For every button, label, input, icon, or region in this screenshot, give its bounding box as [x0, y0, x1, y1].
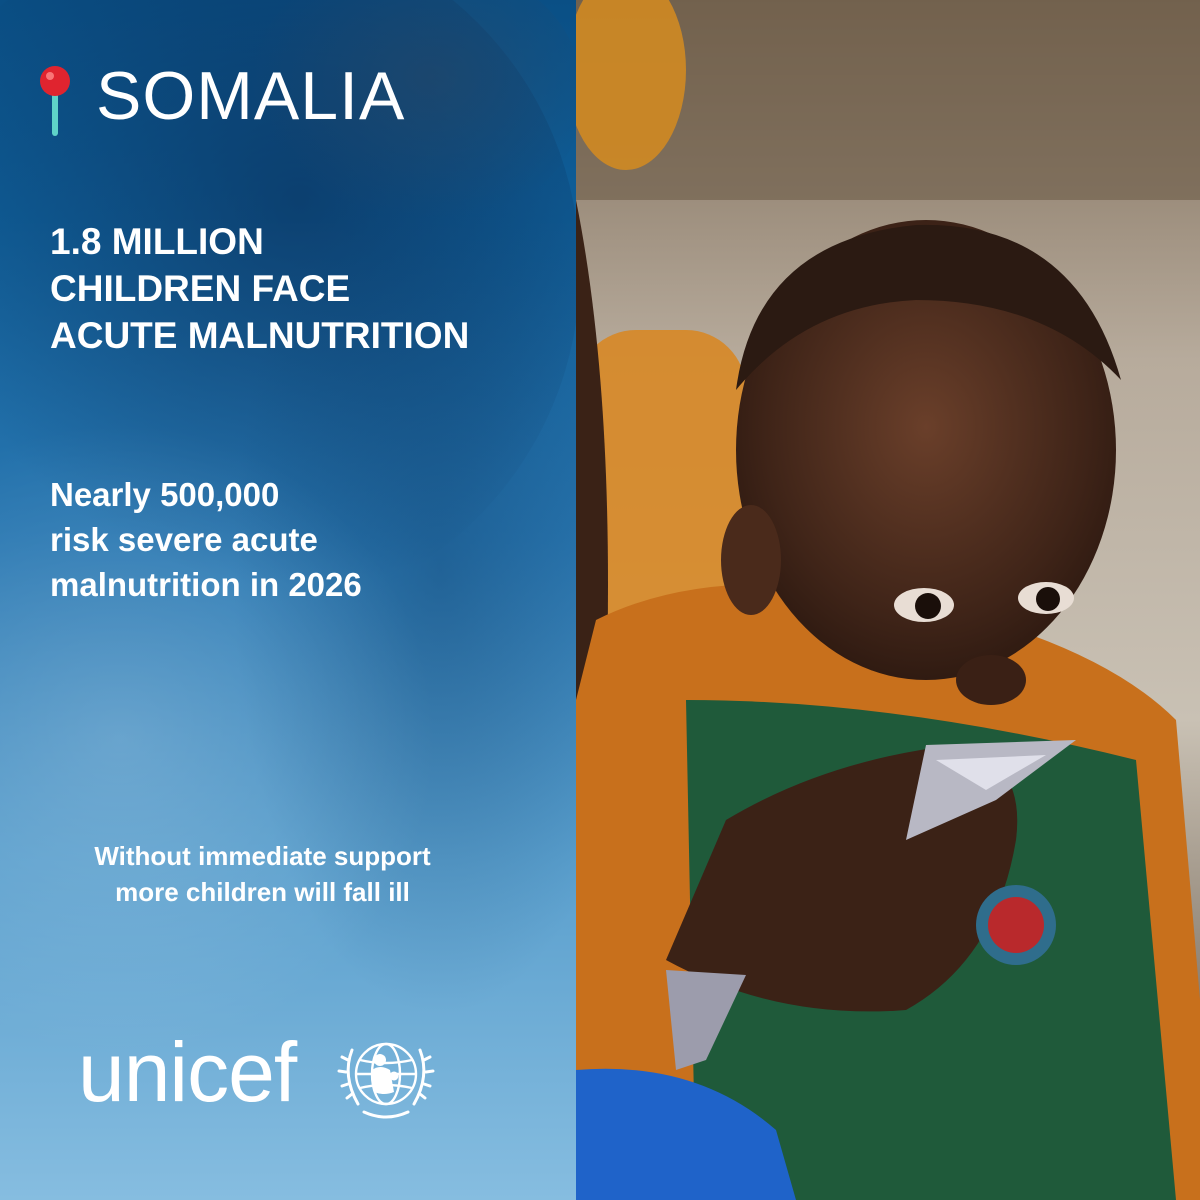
- map-pin-icon: [40, 66, 70, 136]
- location-label: SOMALIA: [96, 58, 406, 134]
- unicef-emblem-icon: [337, 1042, 435, 1119]
- subheadline-line: risk severe acute: [50, 521, 318, 558]
- child-feeding-photo: [576, 0, 1200, 1200]
- subheadline-line: malnutrition in 2026: [50, 566, 362, 603]
- callout-line: Without immediate support: [94, 841, 431, 871]
- photo-illustration: [576, 0, 1200, 1200]
- unicef-logo: unicef: [78, 1025, 297, 1119]
- callout-line: more children will fall ill: [115, 877, 410, 907]
- headline: 1.8 MILLION CHILDREN FACE ACUTE MALNUTRI…: [50, 218, 570, 359]
- headline-line: ACUTE MALNUTRITION: [50, 315, 470, 356]
- background-figure: [250, 0, 576, 220]
- subheadline-line: Nearly 500,000: [50, 476, 280, 513]
- background-shade: [230, 120, 576, 1020]
- headline-line: CHILDREN FACE: [50, 268, 351, 309]
- headline-line: 1.8 MILLION: [50, 221, 264, 262]
- callout-text: Without immediate support more children …: [20, 838, 505, 910]
- subheadline: Nearly 500,000 risk severe acute malnutr…: [50, 472, 550, 607]
- info-panel: SOMALIA 1.8 MILLION CHILDREN FACE ACUTE …: [0, 0, 576, 1200]
